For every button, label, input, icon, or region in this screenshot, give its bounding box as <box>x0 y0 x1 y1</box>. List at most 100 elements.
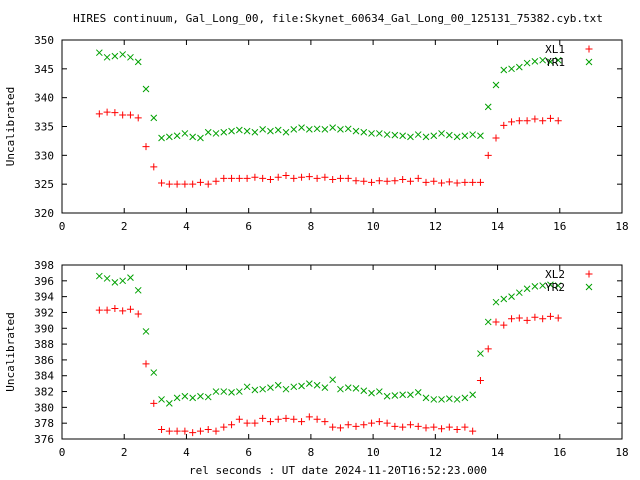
data-point <box>539 117 547 125</box>
data-point <box>204 128 212 136</box>
data-point <box>243 174 251 182</box>
x-tick-label: 16 <box>553 446 566 459</box>
data-point <box>352 177 360 185</box>
data-point <box>554 117 562 125</box>
data-point <box>414 174 422 182</box>
data-point <box>337 385 344 393</box>
data-point <box>103 53 111 61</box>
data-point <box>391 131 399 139</box>
legend-marker <box>585 45 593 53</box>
data-point <box>422 394 430 402</box>
data-point <box>189 394 197 402</box>
data-point <box>134 310 142 318</box>
y-tick-label: 386 <box>34 354 54 367</box>
data-point <box>267 127 274 135</box>
data-point <box>173 132 181 140</box>
data-point <box>95 306 103 314</box>
data-point <box>469 131 477 138</box>
data-point <box>445 131 453 139</box>
data-point <box>453 396 461 403</box>
data-point <box>523 316 531 324</box>
x-tick-label: 14 <box>491 220 505 233</box>
y-tick-label: 325 <box>34 178 54 191</box>
data-point <box>414 388 422 396</box>
data-point <box>103 275 111 282</box>
data-point <box>298 124 305 132</box>
data-point <box>127 53 134 61</box>
data-point <box>414 422 422 430</box>
data-point <box>469 427 477 435</box>
data-point <box>445 395 453 403</box>
data-point <box>220 174 228 182</box>
data-point <box>235 126 243 134</box>
data-point <box>368 130 375 137</box>
data-point <box>492 318 500 326</box>
data-point <box>546 312 554 320</box>
data-point <box>461 394 469 402</box>
data-point <box>453 426 461 434</box>
data-point <box>500 295 508 303</box>
data-point <box>461 423 469 431</box>
y-tick-label: 320 <box>34 207 54 220</box>
data-point <box>500 321 508 329</box>
data-point <box>554 314 562 322</box>
data-point <box>445 423 453 431</box>
data-point <box>298 173 306 181</box>
data-point <box>484 151 492 159</box>
data-point <box>228 174 236 182</box>
x-tick-label: 14 <box>491 446 505 459</box>
y-tick-label: 388 <box>34 338 54 351</box>
data-point <box>142 143 150 151</box>
data-point <box>344 125 352 133</box>
y-tick-label: 376 <box>34 433 54 446</box>
data-point <box>523 117 531 125</box>
y-axis-label: Uncalibrated <box>4 312 17 391</box>
x-axis-label: rel seconds : UT date 2024-11-20T16:52:2… <box>189 464 487 477</box>
data-point <box>243 127 251 135</box>
x-tick-label: 6 <box>245 446 252 459</box>
data-point <box>228 388 235 396</box>
data-point <box>422 424 430 432</box>
data-point <box>321 384 329 391</box>
data-point <box>181 427 189 435</box>
data-point <box>375 388 383 395</box>
data-point <box>476 376 484 384</box>
data-point <box>119 51 127 58</box>
chart-title: HIRES continuum, Gal_Long_00, file:Skyne… <box>73 12 603 25</box>
plot-frame <box>61 39 623 214</box>
data-point <box>492 298 500 306</box>
data-point <box>438 396 445 403</box>
data-point <box>142 328 150 335</box>
x-tick-label: 10 <box>366 446 379 459</box>
series-xl2 <box>95 305 562 437</box>
data-point <box>274 381 282 389</box>
data-point <box>235 415 243 423</box>
y-tick-label: 394 <box>34 291 54 304</box>
y-tick-label: 345 <box>34 63 54 76</box>
data-point <box>111 305 119 312</box>
data-point <box>95 110 103 118</box>
y-tick-label: 390 <box>34 322 54 335</box>
top-panel: 0 2 4 6 8 10 12 14 16 18 320 325 330 335 340 345 350 Unca… <box>4 34 629 233</box>
data-point <box>204 180 212 188</box>
data-point <box>469 391 477 399</box>
x-tick-label: 6 <box>245 220 252 233</box>
data-point <box>243 383 251 391</box>
data-point <box>282 128 290 136</box>
series-yr1 <box>95 49 562 142</box>
data-point <box>111 109 119 117</box>
data-point <box>383 131 391 138</box>
data-point <box>399 132 407 140</box>
legend-marker <box>585 58 593 66</box>
data-point <box>212 388 220 395</box>
data-point <box>476 178 484 186</box>
data-point <box>259 174 267 182</box>
data-point <box>134 114 142 122</box>
data-point <box>399 423 407 431</box>
data-point <box>251 419 259 427</box>
data-point <box>173 427 181 435</box>
data-point <box>531 283 539 290</box>
data-point <box>165 427 173 435</box>
data-point <box>266 418 274 426</box>
data-point <box>477 132 484 140</box>
